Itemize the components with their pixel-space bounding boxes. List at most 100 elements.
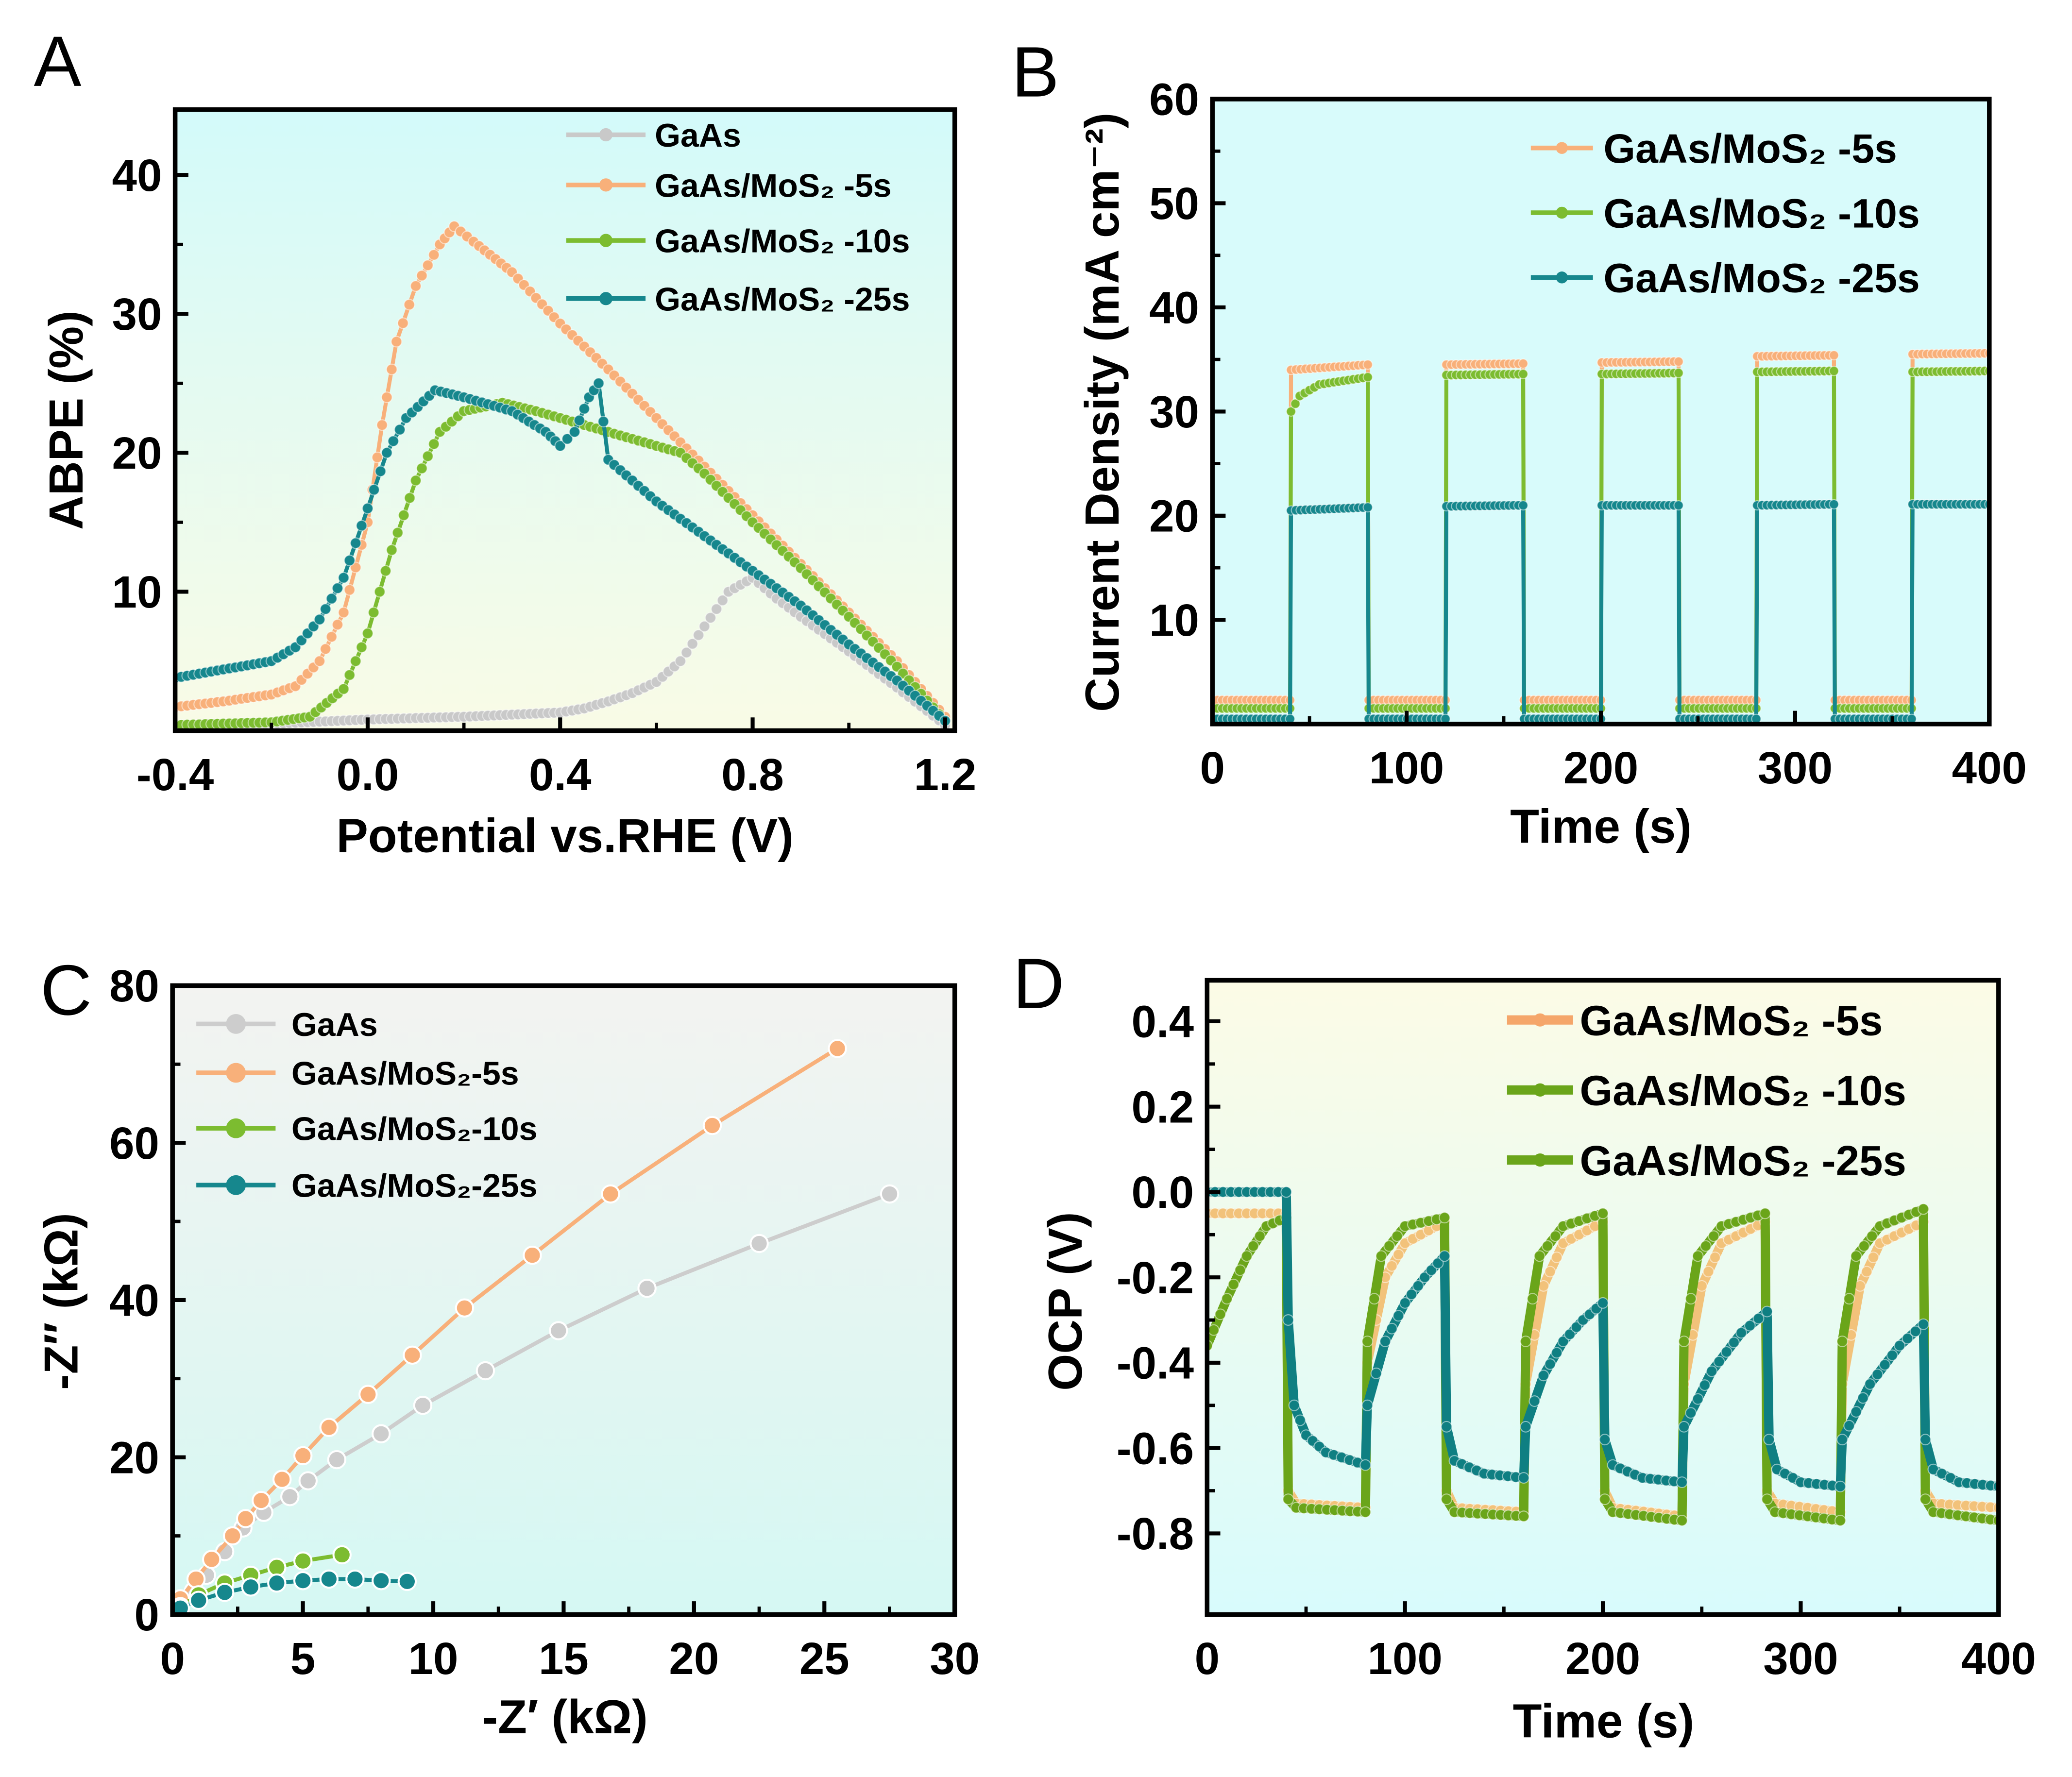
data-point: [1759, 1207, 1771, 1219]
data-point: [1362, 359, 1373, 370]
x-axis-label: Time (s): [1513, 1694, 1695, 1747]
data-point: [1375, 1250, 1387, 1262]
data-point: [549, 1321, 568, 1340]
x-axis-label: -Z′ (kΩ): [482, 1690, 648, 1743]
legend-item: GaAs: [566, 117, 741, 154]
legend-marker: [226, 1063, 246, 1083]
data-point: [1843, 1420, 1855, 1432]
data-point: [381, 391, 393, 404]
data-point: [332, 619, 343, 631]
data-point: [1227, 1278, 1240, 1290]
data-point: [573, 414, 585, 426]
legend-label: GaAs/MoS₂ -25s: [655, 281, 910, 318]
data-point: [1290, 398, 1301, 409]
data-point: [711, 603, 723, 615]
panel-A: -0.4 0.0 0.4 0.8 1.2 10 20 30 40 Potential vs.RHE…: [34, 22, 977, 863]
data-point: [1537, 1370, 1549, 1382]
data-point: [293, 1571, 313, 1591]
x-tick-label: 300: [1758, 743, 1833, 793]
x-tick-label: 100: [1368, 1633, 1443, 1684]
data-point: [1527, 1293, 1539, 1305]
data-point: [1857, 1392, 1869, 1404]
data-point: [1379, 1336, 1391, 1348]
series-3: [172, 1569, 417, 1615]
data-point: [325, 631, 338, 643]
data-point: [215, 1583, 235, 1602]
series-1: [172, 1039, 847, 1608]
data-point: [1383, 1240, 1395, 1252]
data-point: [1692, 1393, 1704, 1405]
data-point: [1700, 1240, 1712, 1252]
x-tick-label: 0.8: [721, 749, 784, 800]
data-point: [1886, 1349, 1898, 1361]
data-point: [1288, 1399, 1300, 1411]
data-point: [561, 433, 574, 445]
data-point: [1685, 1407, 1697, 1419]
data-point: [1286, 406, 1296, 417]
y-tick-label: 0.4: [1132, 997, 1194, 1047]
panel-letter: A: [34, 22, 82, 102]
data-point: [394, 423, 406, 436]
data-point: [372, 1424, 391, 1443]
legend-label: GaAs: [291, 1006, 378, 1043]
data-point: [356, 520, 368, 532]
legend-item: GaAs: [196, 1006, 378, 1043]
data-point: [1207, 1324, 1220, 1336]
data-point: [1386, 1260, 1398, 1272]
series-line: [1212, 502, 1989, 721]
data-point: [1678, 1336, 1690, 1348]
data-point: [1282, 1493, 1294, 1506]
data-point: [372, 1571, 391, 1591]
y-tick-label: 0: [135, 1590, 159, 1640]
data-point: [319, 1569, 339, 1589]
y-tick-label: 30: [1149, 387, 1199, 437]
data-point: [343, 669, 356, 681]
data-point: [1533, 1250, 1546, 1262]
y-tick-label: 80: [109, 961, 159, 1011]
data-point: [1864, 1378, 1876, 1390]
data-point: [1735, 1327, 1748, 1339]
y-tick-label: -0.4: [1117, 1338, 1194, 1388]
data-point: [1240, 1250, 1253, 1262]
data-point: [1361, 1399, 1374, 1411]
plot-area: [172, 1039, 900, 1615]
panel-B: 0 100 200 300 400 10 20 30 40 50 60 Time (s) Current…: [1012, 33, 2027, 853]
data-point: [1834, 1480, 1846, 1492]
plot-background: [172, 985, 955, 1615]
data-point: [1919, 1493, 1932, 1506]
legend-item: GaAs/MoS₂-5s: [196, 1055, 519, 1092]
data-point: [476, 1361, 495, 1381]
legend-label: GaAs/MoS₂-25s: [291, 1168, 537, 1204]
legend-label: GaAs/MoS₂ -25s: [1603, 255, 1919, 301]
legend-item: GaAs/MoS₂ -25s: [1530, 255, 1920, 301]
data-point: [314, 613, 325, 626]
x-tick-label: 5: [290, 1633, 315, 1684]
data-point: [1551, 1347, 1563, 1359]
data-point: [371, 451, 383, 463]
x-tick-label: 400: [1961, 1633, 2036, 1684]
y-axis-label: OCP (V): [1038, 1212, 1092, 1391]
data-point: [749, 1234, 769, 1253]
series-1: [1207, 1203, 1999, 1526]
x-tick-label: 25: [799, 1633, 849, 1684]
legend-marker: [226, 1175, 246, 1195]
data-point: [1386, 1322, 1398, 1335]
legend: GaAs GaAs/MoS₂ -5s GaAs/MoS₂ -10s GaAs/MoS₂…: [566, 117, 910, 318]
legend-item: GaAs/MoS₂ -25s: [566, 281, 910, 318]
data-point: [1393, 1249, 1405, 1261]
data-point: [1520, 1336, 1532, 1348]
data-point: [1412, 1280, 1424, 1292]
data-point: [1294, 1414, 1306, 1426]
data-point: [398, 509, 410, 521]
data-point: [1829, 350, 1839, 361]
plot-area: [1212, 348, 1989, 724]
data-point: [1529, 1395, 1541, 1407]
data-point: [1597, 1297, 1609, 1309]
data-point: [1399, 1297, 1411, 1309]
data-point: [1685, 1293, 1697, 1305]
data-point: [1439, 1212, 1451, 1224]
data-point: [338, 607, 350, 619]
data-point: [272, 1470, 292, 1489]
legend-item: GaAs/MoS₂ -5s: [566, 167, 892, 204]
